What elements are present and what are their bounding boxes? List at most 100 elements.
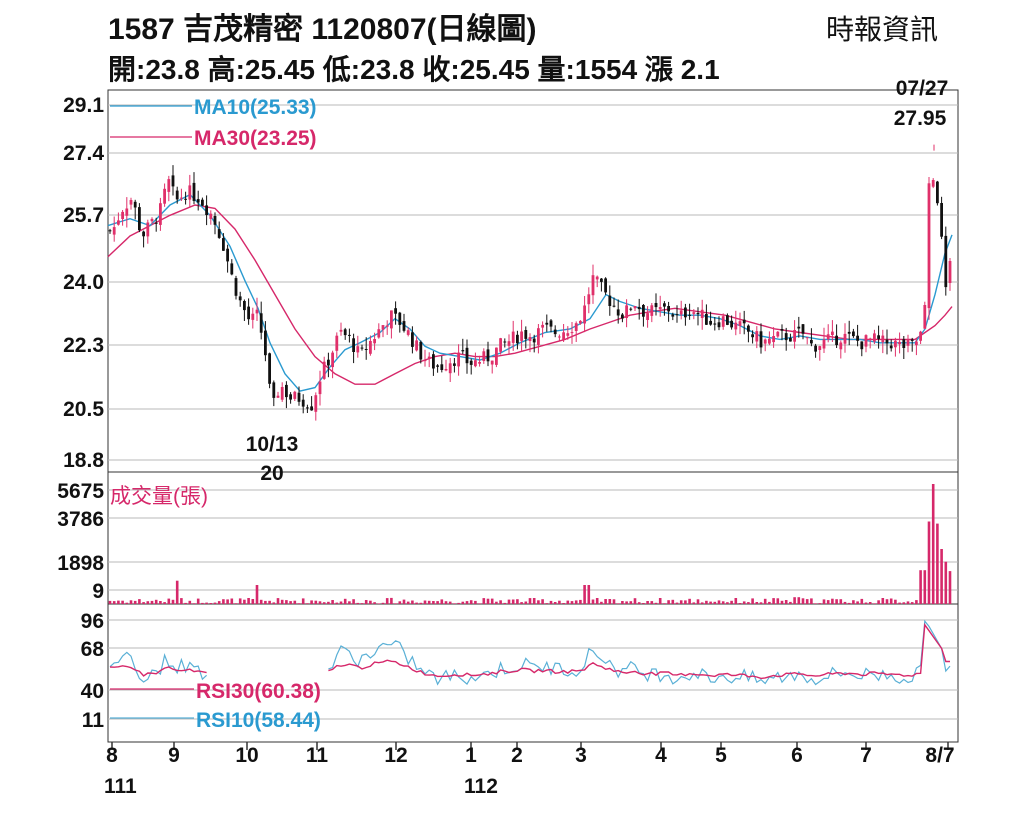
candle-body (264, 330, 267, 356)
volume-bar (499, 600, 502, 604)
candle-body (759, 331, 763, 348)
price-tick: 18.8 (63, 449, 104, 472)
candle-body (612, 305, 616, 307)
volume-bar (919, 570, 922, 604)
candle-body (734, 322, 738, 330)
volume-bar (461, 601, 465, 604)
volume-bar (621, 601, 624, 604)
volume-bar (474, 600, 477, 604)
candle-body (444, 369, 448, 371)
volume-bar (818, 603, 822, 604)
candle-body (272, 382, 276, 398)
candle-body (671, 314, 675, 317)
volume-bar (490, 598, 494, 604)
candle-body (112, 227, 116, 235)
candle-body (268, 353, 271, 384)
ma-lines (107, 193, 953, 392)
rsi30-line (328, 622, 950, 680)
price-axis: 29.1 27.4 25.7 24.0 22.3 20.5 18.8 (63, 94, 104, 472)
volume-bar (432, 601, 435, 604)
candle-body (192, 182, 196, 201)
candle-body (738, 321, 742, 326)
volume-bar (377, 603, 381, 604)
candle-body (142, 231, 145, 237)
candles (108, 144, 952, 421)
volume-bar (843, 601, 847, 604)
volume-bar (776, 598, 780, 604)
volume-bar (730, 600, 733, 604)
candle-body (721, 316, 725, 327)
volume-title: 成交量(張) (110, 485, 208, 508)
rsi30-legend: RSI30(60.38) (196, 680, 321, 703)
volume-bar (650, 601, 654, 604)
candle-body (793, 330, 796, 342)
volume-bar (318, 601, 322, 604)
volume-bar (566, 600, 570, 604)
volume-bar (112, 601, 116, 604)
candle-body (860, 341, 864, 350)
volume-bar (608, 599, 612, 604)
candle-body (259, 313, 263, 333)
candle-body (402, 321, 406, 331)
volume-bar (755, 602, 759, 604)
month-label: 8 (106, 744, 118, 767)
candle-body (205, 205, 208, 215)
volume-bar (159, 601, 162, 604)
candle-body (507, 341, 511, 346)
candle-body (545, 322, 549, 325)
volume-bar (852, 600, 855, 604)
volume-bar (243, 599, 246, 604)
month-label: 10 (235, 744, 258, 767)
volume-bar (192, 603, 196, 604)
candle-body (747, 325, 750, 332)
volume-bar (839, 599, 843, 604)
volume-bar (213, 602, 217, 604)
volume-bar (726, 602, 729, 604)
volume-bar (129, 600, 133, 604)
candle-body (894, 340, 897, 348)
month-label: 1 (465, 744, 477, 767)
candle-body (633, 306, 637, 309)
candle-body (188, 185, 192, 200)
candle-body (314, 395, 318, 412)
volume-bar (343, 598, 347, 604)
rsi-tick: 40 (81, 680, 104, 703)
volume-bar (759, 602, 763, 604)
month-label: 3 (575, 744, 587, 767)
volume-bar (301, 598, 305, 604)
candle-body (432, 354, 435, 369)
candle-body (138, 207, 141, 231)
price-tick: 22.3 (63, 334, 104, 357)
candle-body (171, 175, 175, 187)
volume-bar (394, 603, 397, 604)
candle-body (831, 331, 834, 335)
candle-body (562, 332, 565, 340)
volume-bar (684, 600, 687, 604)
volume-axis: 5675 3786 1898 9 (57, 480, 104, 603)
volume-bar (810, 598, 813, 604)
ma10-line (107, 193, 953, 392)
volume-bar (293, 600, 297, 604)
candle-body (801, 324, 805, 334)
price-tick: 24.0 (63, 271, 104, 294)
volume-bar (285, 600, 288, 604)
volume-bar (259, 599, 263, 604)
candle-body (873, 333, 876, 342)
volume-bar (847, 602, 851, 604)
candle-body (230, 263, 234, 275)
volume-bar (507, 599, 511, 604)
volume-bar (280, 599, 284, 604)
candle-body (751, 334, 754, 338)
volume-bar (663, 603, 666, 604)
candle-body (574, 323, 578, 331)
candle-body (222, 238, 225, 251)
candle-body (419, 341, 423, 360)
volume-bar (188, 600, 192, 604)
legends: MA10(25.33) MA30(23.25) 成交量(張) RSI30(60.… (110, 96, 321, 732)
volume-tick: 3786 (57, 508, 104, 531)
volume-bar (906, 601, 910, 604)
volume-bar (398, 601, 402, 604)
volume-bar (209, 603, 213, 604)
candle-body (457, 352, 460, 367)
candle-body (755, 331, 759, 342)
